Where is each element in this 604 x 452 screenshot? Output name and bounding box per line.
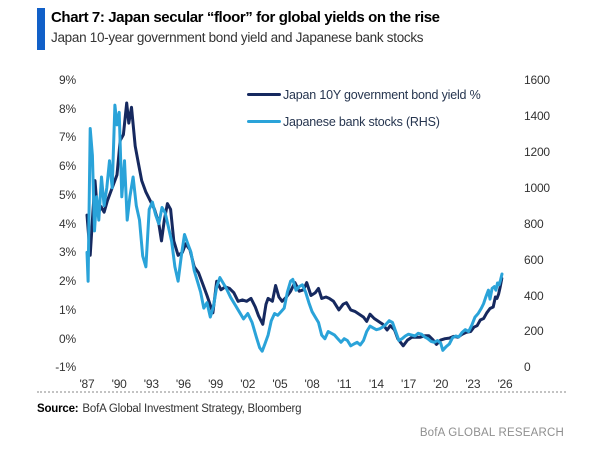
y-axis-left-tick: 3% (59, 245, 76, 260)
x-axis-tick: '96 (175, 377, 191, 391)
chart-subtitle: Japan 10-year government bond yield and … (51, 30, 424, 45)
chart-title: Chart 7: Japan secular “floor” for globa… (51, 9, 440, 26)
x-axis-tick: '17 (401, 377, 417, 391)
x-axis-tick: '93 (143, 377, 159, 391)
y-axis-left-tick: 7% (59, 130, 76, 145)
y-axis-right-tick: 200 (524, 324, 544, 339)
x-axis-tick: '99 (208, 377, 224, 391)
x-axis-tick: '23 (465, 377, 481, 391)
x-axis-tick: '26 (497, 377, 513, 391)
legend-item-bond-yield: Japan 10Y government bond yield % (247, 81, 481, 108)
series-line-1 (85, 103, 504, 353)
source-line: Source: BofA Global Investment Strategy, … (37, 403, 302, 415)
y-axis-left-tick: 0% (59, 331, 76, 346)
x-axis-tick: '08 (304, 377, 320, 391)
x-axis-tick: '14 (368, 377, 384, 391)
y-axis-left-tick: 9% (59, 73, 76, 87)
title-accent-bar (37, 8, 45, 50)
legend-item-bank-stocks: Japanese bank stocks (RHS) (247, 108, 480, 135)
y-axis-left-tick: 2% (59, 274, 76, 289)
y-axis-right-tick: 400 (524, 288, 544, 303)
y-axis-left-tick: -1% (55, 360, 76, 375)
y-axis-left-tick: 8% (59, 101, 76, 116)
x-axis-tick: '11 (337, 377, 352, 391)
y-axis-right-tick: 0 (524, 360, 531, 375)
y-axis-right-tick: 1400 (524, 108, 550, 123)
y-axis-left-tick: 1% (59, 302, 76, 317)
x-axis-tick: '20 (433, 377, 449, 391)
x-axis-tick: '05 (272, 377, 288, 391)
x-axis-tick: '87 (79, 377, 95, 391)
y-axis-right-tick: 800 (524, 216, 544, 231)
x-axis-tick: '90 (111, 377, 127, 391)
legend: Japan 10Y government bond yield % Japane… (247, 81, 481, 135)
brand-mark: BofA GLOBAL RESEARCH (419, 427, 564, 439)
footer-separator (37, 391, 566, 393)
bank-stocks-line-swatch (247, 120, 281, 123)
y-axis-right-tick: 1200 (524, 144, 550, 159)
y-axis-left-tick: 6% (59, 159, 76, 174)
y-axis-right-tick: 600 (524, 252, 544, 267)
legend-label-bond-yield: Japan 10Y government bond yield % (283, 87, 481, 102)
y-axis-left-tick: 5% (59, 187, 76, 202)
y-axis-right-tick: 1600 (524, 73, 550, 87)
bond-yield-line-swatch (247, 93, 281, 96)
y-axis-left-tick: 4% (59, 216, 76, 231)
y-axis-right-tick: 1000 (524, 180, 550, 195)
source-text: BofA Global Investment Strategy, Bloombe… (82, 403, 302, 415)
x-axis-tick: '02 (240, 377, 256, 391)
legend-label-bank-stocks: Japanese bank stocks (RHS) (283, 114, 440, 129)
source-label: Source: (37, 403, 79, 415)
